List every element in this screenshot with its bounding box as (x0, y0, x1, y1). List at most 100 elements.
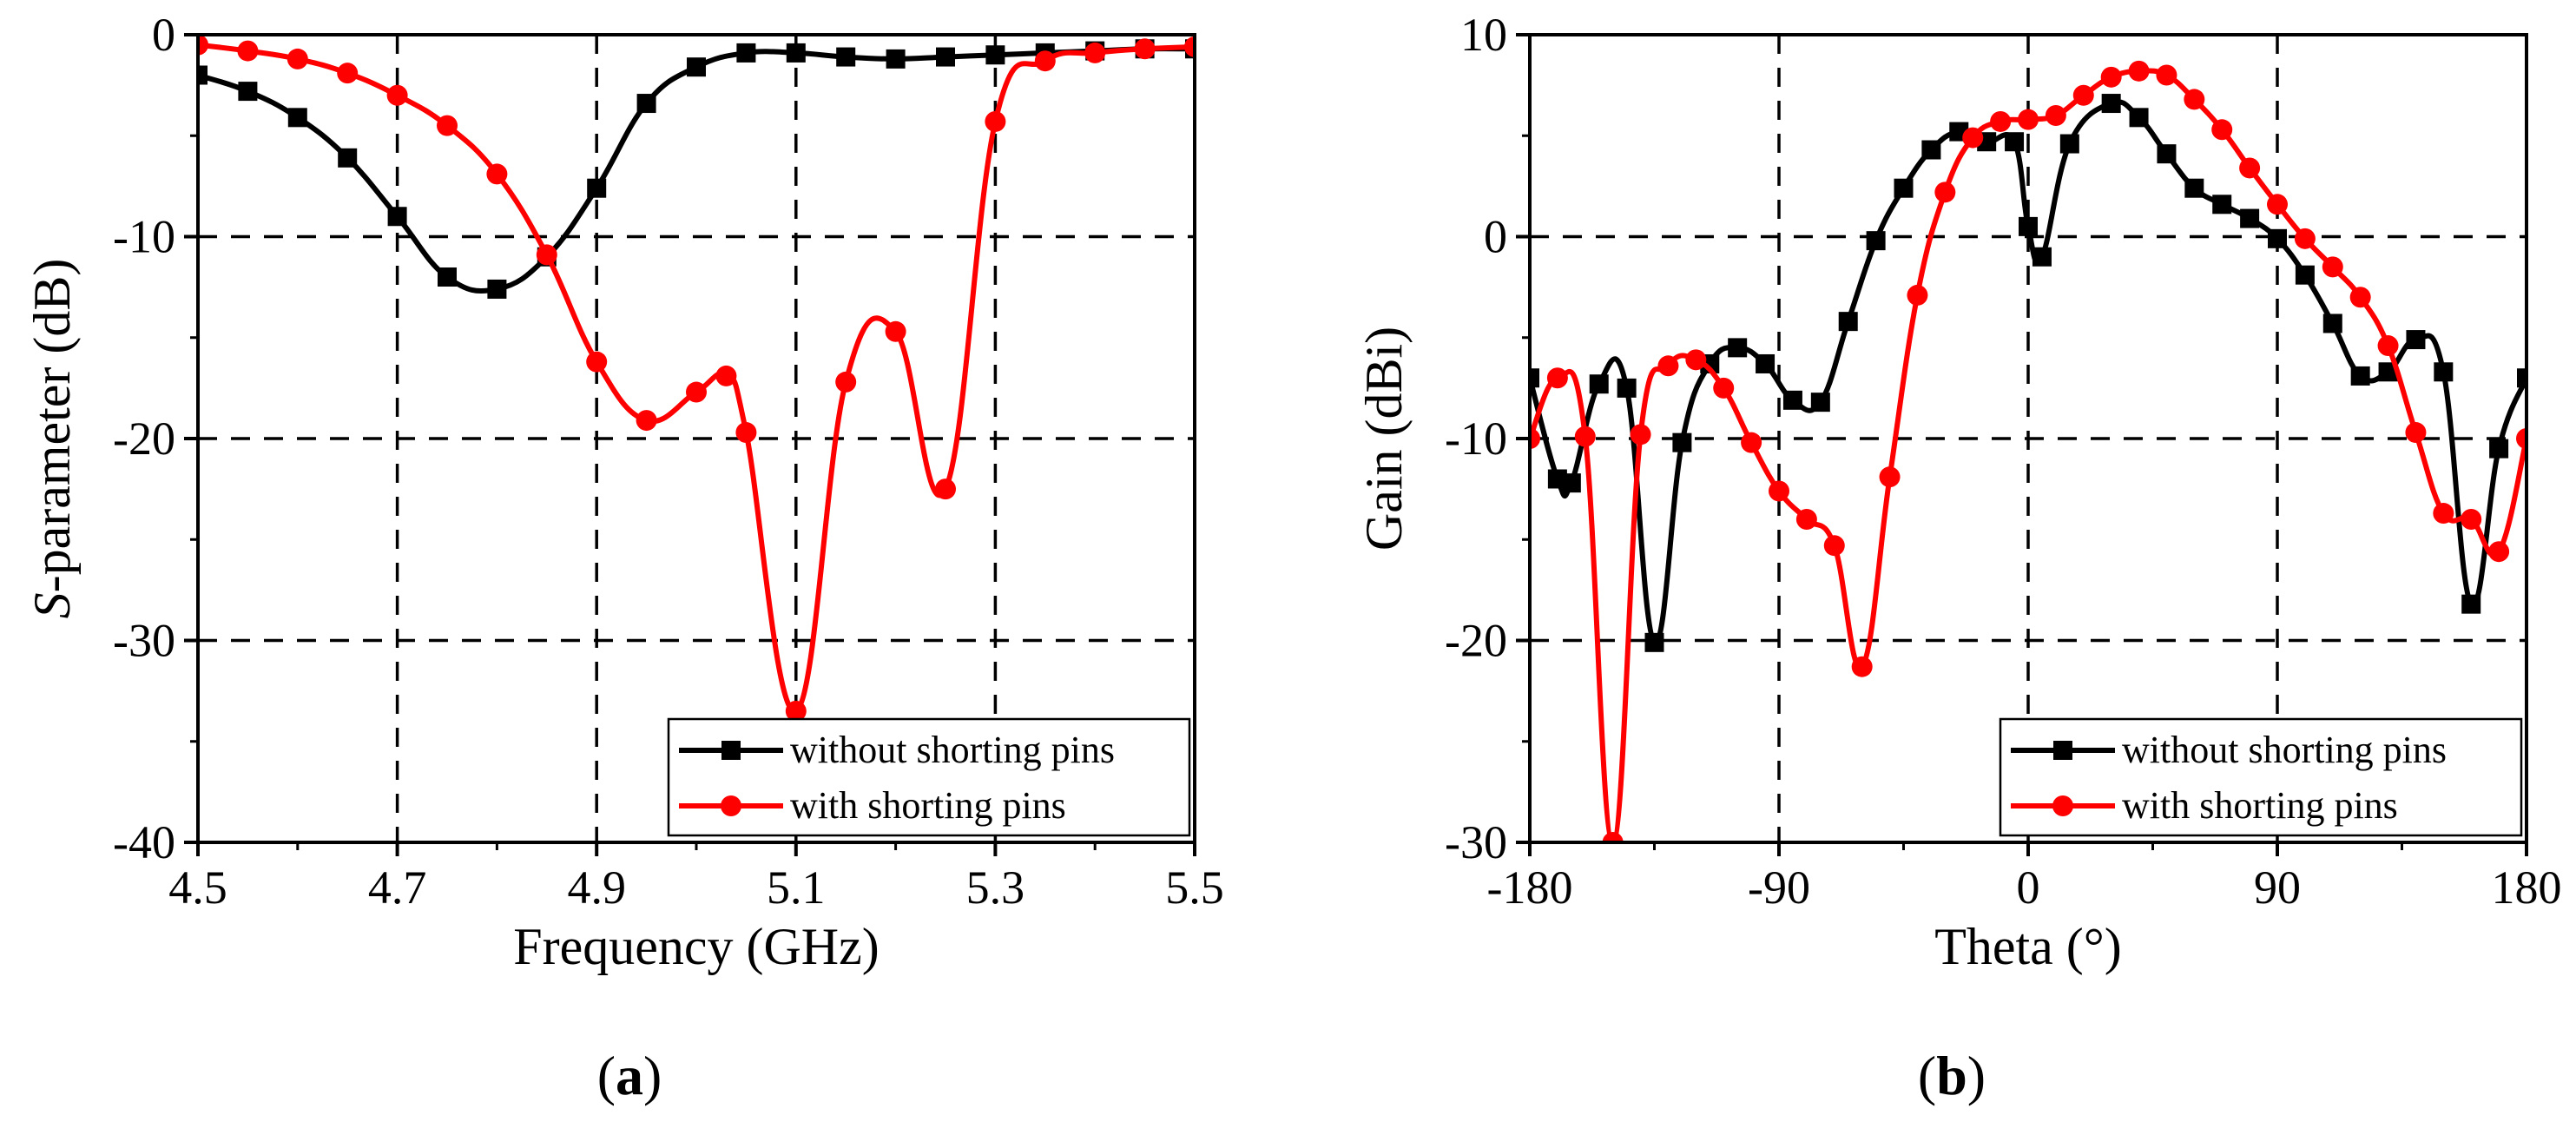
x-tick-label: 180 (2492, 861, 2562, 914)
series-1-data-point (1034, 50, 1056, 72)
series-1-data-point (885, 320, 906, 342)
series-1-data-point (715, 365, 737, 386)
series-0-data-point (2434, 362, 2454, 382)
series-0-data-point (687, 57, 706, 77)
series-1-data-point (198, 35, 208, 56)
x-tick-label: 0 (2017, 861, 2040, 914)
series-1-data-point (1657, 355, 1679, 377)
series-1-data-point (1574, 426, 1596, 447)
series-1-data-point (2488, 541, 2510, 563)
series-0-data-point (2378, 362, 2398, 382)
legend-label-1: with shorting pins (2122, 784, 2398, 827)
series-0-data-point (587, 178, 607, 198)
series-1-data-point (2349, 287, 2371, 308)
panel-a-y-axis-title-symbol: S (23, 592, 81, 618)
panel-a-s-parameter-chart: 4.5 4.7 4.9 5.1 5.3 5.5 0 -10 -20 -30 -40 Frequenc… (23, 9, 1224, 1106)
series-1-data-point (1795, 509, 1817, 530)
panel-b-gain-chart: -180 -90 0 90 180 10 0 -10 -20 -30 Theta (°) Gain… (1355, 9, 2562, 1106)
series-0-data-point (2212, 195, 2232, 214)
series-1-data-point (2239, 157, 2261, 179)
series-1-data-point (785, 700, 807, 722)
series-1-data-point (1134, 38, 1156, 60)
legend-swatch-marker-0 (721, 741, 741, 760)
panel-b-series (1530, 60, 2527, 842)
series-0-data-point (238, 82, 258, 102)
series-0-data-point (2101, 94, 2121, 114)
series-1-data-point (2156, 64, 2177, 86)
panel-a-y-axis-title: S-parameter (dB) (23, 259, 81, 619)
series-1-data-point (1962, 127, 1984, 148)
panel-a-y-axis-title-text: -parameter (dB) (23, 259, 81, 593)
legend-swatch-marker-1 (2052, 795, 2073, 816)
series-1-data-point (1769, 480, 1789, 502)
legend-box (1999, 717, 2523, 837)
series-1-data-point (2184, 89, 2205, 110)
series-1-data-point (2516, 428, 2527, 449)
series-0-data-point (1756, 353, 1776, 373)
series-0-data-point (198, 65, 208, 85)
series-0-data-point (2032, 247, 2052, 267)
series-0-data-point (387, 207, 407, 227)
series-0-data-point (886, 49, 906, 69)
series-0-data-point (2268, 228, 2287, 248)
panel-a-label: (a) (597, 1045, 662, 1106)
series-1-data-point (1713, 377, 1735, 399)
x-tick-label: -180 (1487, 861, 1573, 914)
series-1-data-point (636, 410, 657, 432)
series-0-data-point (636, 94, 656, 114)
series-0-data-point (1530, 368, 1539, 388)
series-0-data-point (2019, 216, 2038, 236)
series-1-data-point (2045, 105, 2066, 126)
panel-b-y-axis-title: Gain (dBi) (1355, 327, 1413, 551)
series-0-data-point (2240, 208, 2260, 228)
series-1-data-point (2018, 109, 2039, 130)
series-1-data-point (1907, 284, 1928, 306)
x-tick-label: 4.9 (567, 861, 626, 914)
series-1-data-point (2211, 119, 2233, 141)
series-1-data-point (1823, 535, 1845, 557)
series-0-data-point (985, 45, 1005, 65)
panel-b-ticks: -180 -90 0 90 180 10 0 -10 -20 -30 (1445, 9, 2561, 914)
y-tick-label: -40 (113, 816, 175, 868)
series-1-data-point (835, 371, 857, 393)
panel-a-legend: without shorting pins with shorting pins (667, 717, 1191, 837)
x-tick-label: 5.3 (966, 861, 1025, 914)
series-0-data-point (487, 279, 507, 299)
series-line-0 (198, 46, 1195, 294)
panel-b-legend: without shorting pins with shorting pins (1999, 717, 2523, 837)
series-0-data-point (2461, 594, 2481, 614)
x-tick-label: 4.5 (168, 861, 227, 914)
panel-a-ticks: 4.5 4.7 4.9 5.1 5.3 5.5 0 -10 -20 -30 -40 (113, 9, 1224, 914)
panel-a-x-axis-title: Frequency (GHz) (513, 918, 880, 975)
panel-a-grid (198, 35, 1195, 842)
series-0-data-point (936, 47, 955, 67)
series-0-data-point (1782, 390, 1802, 410)
series-1-data-point (586, 351, 608, 373)
panel-a-series (198, 35, 1195, 722)
series-1-data-point (2128, 60, 2150, 82)
series-0-data-point (1921, 140, 1941, 160)
series-1-data-point (2461, 509, 2482, 530)
series-1-data-point (985, 110, 1006, 132)
series-0-data-point (2406, 330, 2426, 350)
panel-b-label: (b) (1918, 1045, 1986, 1106)
y-tick-label: 0 (1484, 211, 1507, 263)
series-1-data-point (1602, 832, 1624, 842)
series-0-data-point (338, 148, 358, 168)
series-1-data-point (1546, 367, 1568, 389)
y-tick-label: -30 (1445, 816, 1507, 868)
x-tick-label: 90 (2254, 861, 2301, 914)
series-1-data-point (1184, 36, 1195, 57)
series-0-data-point (438, 267, 457, 287)
series-0-data-point (2489, 439, 2509, 459)
series-1-data-point (2267, 194, 2288, 215)
y-tick-label: 10 (1460, 9, 1507, 61)
y-tick-label: -10 (113, 211, 175, 263)
series-1-data-point (1685, 349, 1707, 371)
series-1-data-point (437, 115, 458, 136)
series-1-data-point (486, 163, 508, 185)
series-1-data-point (337, 63, 359, 84)
legend-swatch-marker-0 (2053, 741, 2072, 760)
legend-swatch-marker-1 (721, 795, 741, 816)
